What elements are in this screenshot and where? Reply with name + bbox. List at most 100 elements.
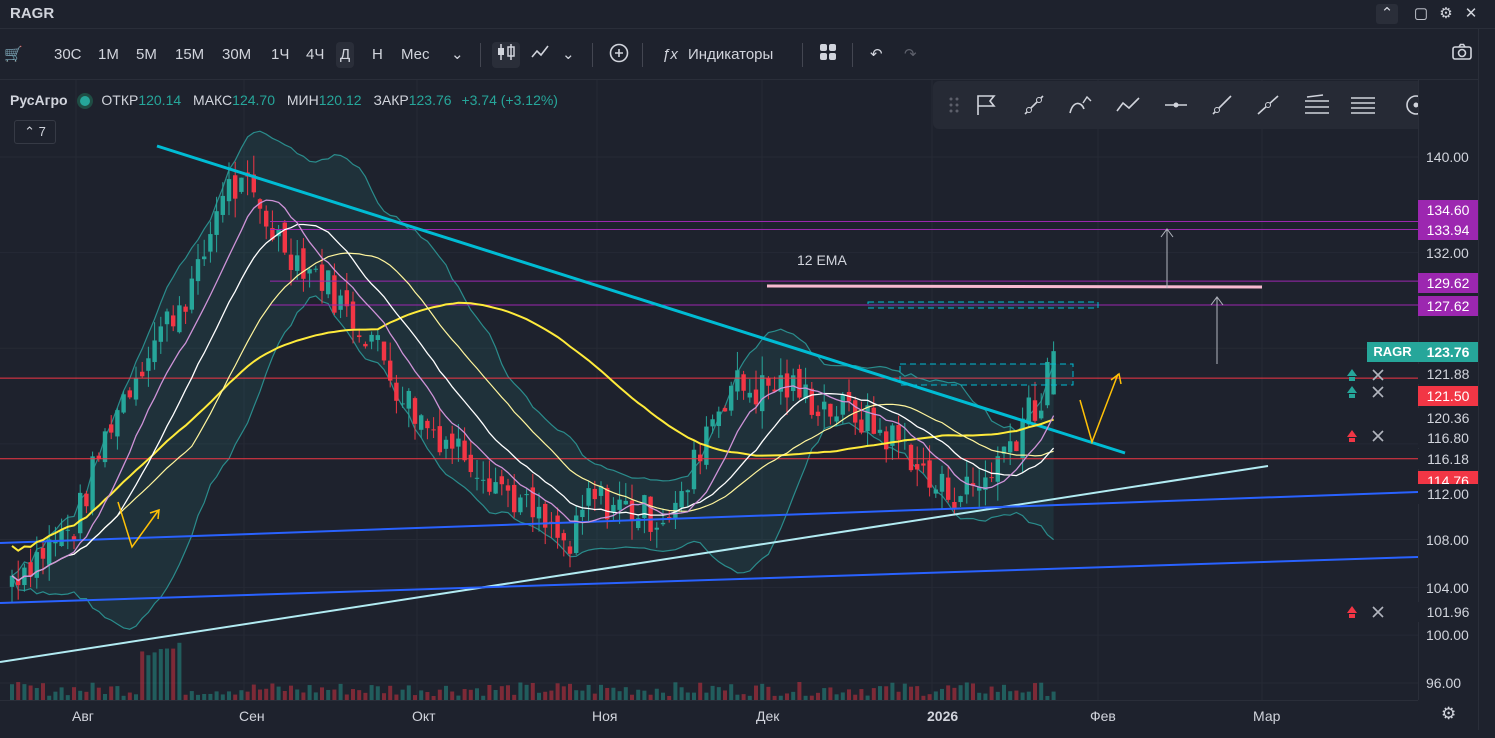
- alert-up-icon[interactable]: [1342, 384, 1362, 400]
- alert-down-icon[interactable]: [1342, 604, 1362, 620]
- interval-30m[interactable]: 30М: [222, 46, 252, 63]
- candle-body: [295, 255, 300, 271]
- candles-icon[interactable]: [492, 42, 520, 68]
- volume-bar: [698, 682, 703, 700]
- volume-bar: [692, 692, 696, 700]
- time-label: Окт: [412, 708, 436, 724]
- volume-bar: [673, 682, 678, 700]
- undo-icon[interactable]: ↶: [870, 46, 883, 63]
- price-tag-level: 127.62: [1418, 296, 1478, 316]
- flag-icon[interactable]: [973, 93, 999, 117]
- volume-bar: [909, 686, 913, 700]
- horizontal-line-icon[interactable]: [1163, 93, 1189, 117]
- alert-down-icon[interactable]: [1342, 428, 1362, 444]
- settings-icon[interactable]: ⚙: [1439, 5, 1453, 22]
- close-icon[interactable]: ✕: [1464, 5, 1478, 22]
- interval-month[interactable]: Мес: [401, 46, 430, 63]
- volume-bar: [958, 685, 963, 700]
- restore-icon[interactable]: ▢: [1413, 5, 1429, 22]
- candle-body: [617, 499, 622, 510]
- chevron-down-icon[interactable]: ⌄: [562, 46, 575, 63]
- ray-icon[interactable]: [1209, 93, 1235, 117]
- layout-grid-icon[interactable]: [814, 42, 842, 68]
- interval-1h[interactable]: 1Ч: [271, 46, 290, 63]
- volume-bar: [537, 692, 541, 700]
- indicators-button[interactable]: ƒx Индикаторы: [658, 42, 777, 68]
- close-icon[interactable]: [1368, 367, 1388, 383]
- indicators-toggle[interactable]: ⌃ 7: [14, 120, 56, 144]
- volume-bar: [549, 690, 554, 700]
- interval-week[interactable]: Н: [372, 46, 383, 63]
- price-tick: 132.00: [1426, 245, 1469, 261]
- volume-bar: [450, 691, 455, 700]
- volume-bar: [1026, 691, 1031, 700]
- chevron-down-icon[interactable]: ⌄: [451, 46, 464, 63]
- add-plus-icon[interactable]: [604, 42, 634, 68]
- chart-pane[interactable]: [0, 80, 1418, 700]
- interval-5m[interactable]: 5М: [136, 46, 157, 63]
- polyline-icon[interactable]: [1115, 93, 1141, 117]
- alert-up-icon[interactable]: [1342, 367, 1362, 383]
- candle-body: [989, 477, 994, 479]
- interval-day[interactable]: Д: [336, 42, 355, 68]
- candle-body: [369, 334, 374, 342]
- interval-15m[interactable]: 15М: [175, 46, 205, 63]
- symbol-name[interactable]: РусАгро: [10, 92, 68, 108]
- fib-retracement-icon[interactable]: [1349, 93, 1375, 117]
- close-icon[interactable]: [1368, 428, 1388, 444]
- volume-bar: [363, 692, 368, 700]
- candle-body: [840, 394, 845, 415]
- volume-bar: [41, 683, 45, 700]
- extended-line-icon[interactable]: [1255, 93, 1281, 117]
- candle-body: [1032, 400, 1038, 421]
- time-label: Авг: [72, 708, 94, 724]
- volume-bar: [96, 687, 101, 700]
- volume-bar: [127, 692, 132, 700]
- ema-annotation[interactable]: 12 EMA: [797, 252, 847, 268]
- volume-bar: [592, 693, 597, 700]
- cart-icon[interactable]: 🛒: [4, 46, 23, 63]
- candle-body: [970, 483, 976, 486]
- volume-bar: [983, 693, 988, 700]
- forecast-arrow-head: [1110, 372, 1122, 385]
- indicator-count: 7: [38, 124, 46, 139]
- close-icon[interactable]: [1368, 604, 1388, 620]
- volume-bar: [245, 691, 250, 700]
- curve-tool-icon[interactable]: [1067, 93, 1093, 117]
- close-icon[interactable]: [1368, 384, 1388, 400]
- interval-4h[interactable]: 4Ч: [306, 46, 325, 63]
- toolbar-divider: [802, 43, 803, 67]
- price-tag-level: 134.60: [1418, 200, 1478, 220]
- redo-icon[interactable]: ↷: [904, 46, 917, 63]
- candle-body: [958, 496, 963, 503]
- volume-bar: [586, 684, 591, 700]
- candle-body: [530, 487, 535, 518]
- interval-30s[interactable]: 30С: [54, 46, 82, 63]
- candle-body: [977, 487, 982, 491]
- candle-body: [710, 419, 715, 427]
- axis-settings-icon[interactable]: ⚙: [1441, 704, 1457, 723]
- price-chart[interactable]: [0, 80, 1418, 700]
- volume-bar: [605, 687, 610, 700]
- drag-handle-icon[interactable]: [941, 93, 967, 117]
- volume-bar: [369, 685, 374, 700]
- target-arrow-head: [1160, 228, 1174, 238]
- volume-bar: [431, 695, 436, 700]
- volume-bar: [561, 686, 566, 700]
- line-chart-icon[interactable]: [526, 42, 554, 68]
- candle-body: [679, 491, 684, 508]
- camera-icon[interactable]: [1447, 42, 1477, 68]
- candle-body: [921, 463, 926, 466]
- volume-bar: [1051, 691, 1056, 700]
- volume-bar: [599, 684, 603, 700]
- interval-1m[interactable]: 1М: [98, 46, 119, 63]
- candle-body: [456, 438, 461, 447]
- collapse-icon[interactable]: ⌃: [1376, 4, 1398, 24]
- time-axis[interactable]: Авг Сен Окт Ноя Дек 2026 Фев Мар: [0, 700, 1418, 731]
- trend-line-icon[interactable]: [1021, 93, 1047, 117]
- candle-body: [580, 509, 585, 518]
- candle-body: [809, 388, 814, 415]
- parallel-channel-icon[interactable]: [1303, 93, 1329, 117]
- volume-bar: [28, 685, 33, 700]
- candle-body: [288, 254, 294, 271]
